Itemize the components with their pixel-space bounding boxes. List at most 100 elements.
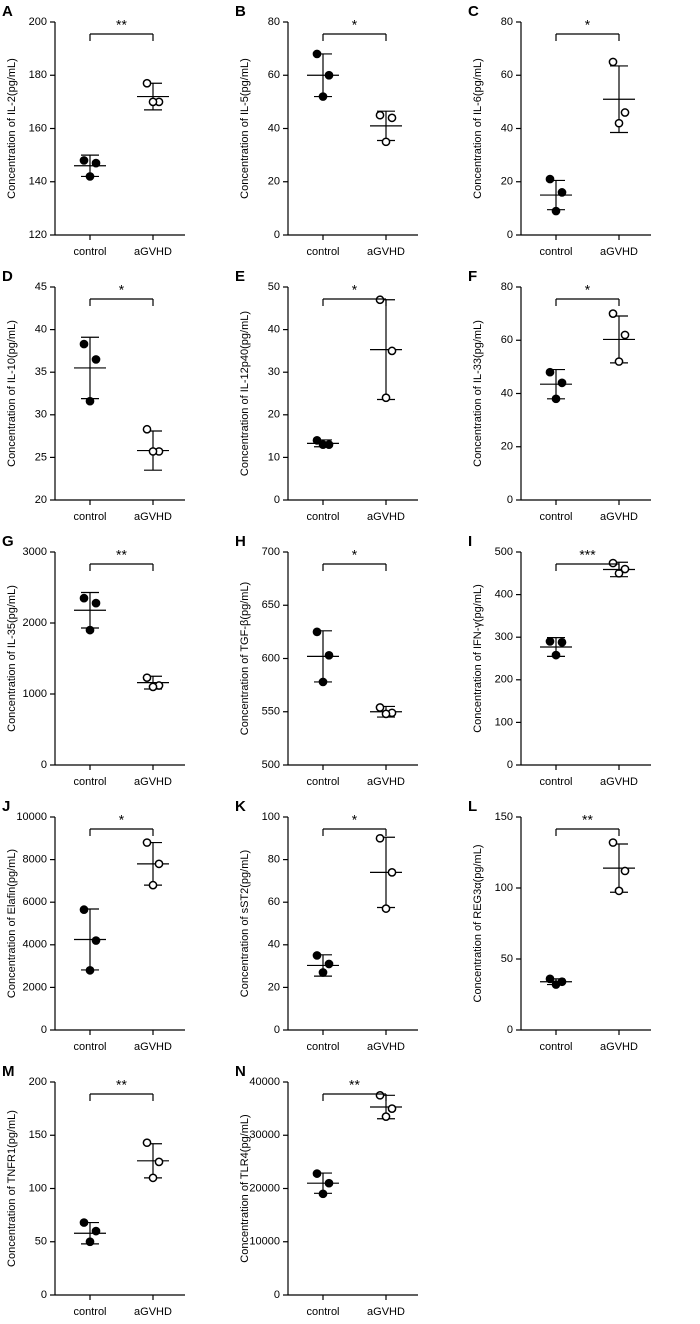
data-point [608, 838, 618, 847]
y-tick-label: 200 [29, 1076, 47, 1088]
y-tick-label: 2000 [23, 617, 47, 629]
panel-letter: L [468, 798, 477, 815]
data-point [557, 378, 567, 388]
y-tick-label: 50 [501, 953, 513, 965]
data-point [614, 118, 624, 128]
y-tick-label: 4000 [23, 939, 47, 951]
y-axis-label: Concentration of IL-35(pg/mL) [6, 585, 18, 732]
data-point [545, 974, 555, 984]
data-point [324, 1178, 334, 1188]
data-point [375, 1090, 385, 1100]
panel-letter: I [468, 533, 472, 550]
data-point [375, 833, 385, 843]
x-tick-label: control [306, 1041, 339, 1053]
y-tick-label: 40 [35, 324, 47, 336]
y-tick-label: 20 [268, 176, 280, 188]
data-point [608, 558, 618, 568]
y-axis-label: Concentration of TNFR1(pg/mL) [6, 1110, 18, 1267]
significance: * [352, 812, 358, 828]
data-point [148, 880, 158, 890]
y-axis-label: Concentration of IL-12p40(pg/mL) [239, 311, 251, 476]
data-point [85, 625, 95, 635]
significance: ** [116, 17, 127, 33]
y-tick-label: 140 [29, 176, 47, 188]
data-point [551, 394, 561, 404]
data-point [387, 113, 397, 123]
data-point [312, 951, 322, 960]
data-point [375, 703, 385, 712]
panel-letter: F [468, 268, 477, 285]
x-tick-label: aGVHD [367, 776, 405, 788]
data-point [551, 650, 561, 660]
data-point [318, 1189, 328, 1199]
y-tick-label: 60 [501, 69, 513, 81]
y-tick-label: 10000 [249, 1236, 280, 1248]
significance: *** [579, 547, 596, 563]
significance: * [119, 282, 125, 298]
data-point [324, 650, 334, 660]
y-tick-label: 600 [262, 652, 280, 664]
significance: ** [116, 1077, 127, 1093]
data-point [620, 108, 630, 117]
data-point [148, 97, 158, 107]
x-tick-label: aGVHD [134, 511, 172, 523]
panel-letter: E [235, 268, 245, 285]
y-tick-label: 200 [29, 16, 47, 28]
data-point [79, 1218, 89, 1227]
significance: ** [582, 812, 593, 828]
y-tick-label: 80 [501, 281, 513, 293]
data-point [381, 904, 391, 913]
y-tick-label: 10 [268, 451, 280, 463]
panel-letter: J [2, 798, 10, 815]
data-point [154, 1157, 164, 1167]
y-tick-label: 25 [35, 451, 47, 463]
y-tick-label: 550 [262, 706, 280, 718]
y-tick-label: 500 [262, 759, 280, 771]
x-tick-label: control [306, 511, 339, 523]
y-tick-label: 40 [501, 387, 513, 399]
data-point [318, 440, 328, 449]
y-tick-label: 1000 [23, 688, 47, 700]
y-tick-label: 160 [29, 122, 47, 134]
data-point [381, 137, 391, 147]
y-tick-label: 100 [495, 882, 513, 894]
data-point [142, 673, 152, 683]
data-point [318, 677, 328, 687]
x-tick-label: control [73, 1041, 106, 1053]
x-tick-label: control [539, 246, 572, 258]
y-tick-label: 180 [29, 69, 47, 81]
y-tick-label: 60 [268, 896, 280, 908]
y-tick-label: 20 [501, 441, 513, 453]
x-tick-label: aGVHD [367, 1306, 405, 1318]
y-tick-label: 150 [495, 811, 513, 823]
y-tick-label: 50 [268, 281, 280, 293]
data-point [387, 346, 397, 356]
data-point [91, 936, 101, 945]
data-point [91, 355, 101, 364]
significance: * [352, 282, 358, 298]
y-tick-label: 20 [501, 176, 513, 188]
y-axis-label: Concentration of REG3α(pg/mL) [472, 845, 484, 1003]
y-tick-label: 0 [507, 759, 513, 771]
data-point [85, 1237, 95, 1247]
y-tick-label: 0 [41, 1024, 47, 1036]
data-point [620, 564, 630, 574]
x-tick-label: aGVHD [600, 776, 638, 788]
x-tick-label: aGVHD [367, 246, 405, 258]
y-tick-label: 30000 [249, 1129, 280, 1141]
significance: * [585, 282, 591, 298]
y-tick-label: 10000 [16, 811, 47, 823]
y-tick-label: 0 [507, 1024, 513, 1036]
panel-letter: D [2, 268, 13, 285]
y-tick-label: 80 [268, 854, 280, 866]
y-tick-label: 0 [507, 494, 513, 506]
y-tick-label: 200 [495, 674, 513, 686]
data-point [381, 709, 391, 719]
y-tick-label: 0 [507, 229, 513, 241]
significance: * [585, 17, 591, 33]
data-point [545, 367, 555, 377]
y-tick-label: 100 [495, 716, 513, 728]
data-point [545, 637, 555, 646]
